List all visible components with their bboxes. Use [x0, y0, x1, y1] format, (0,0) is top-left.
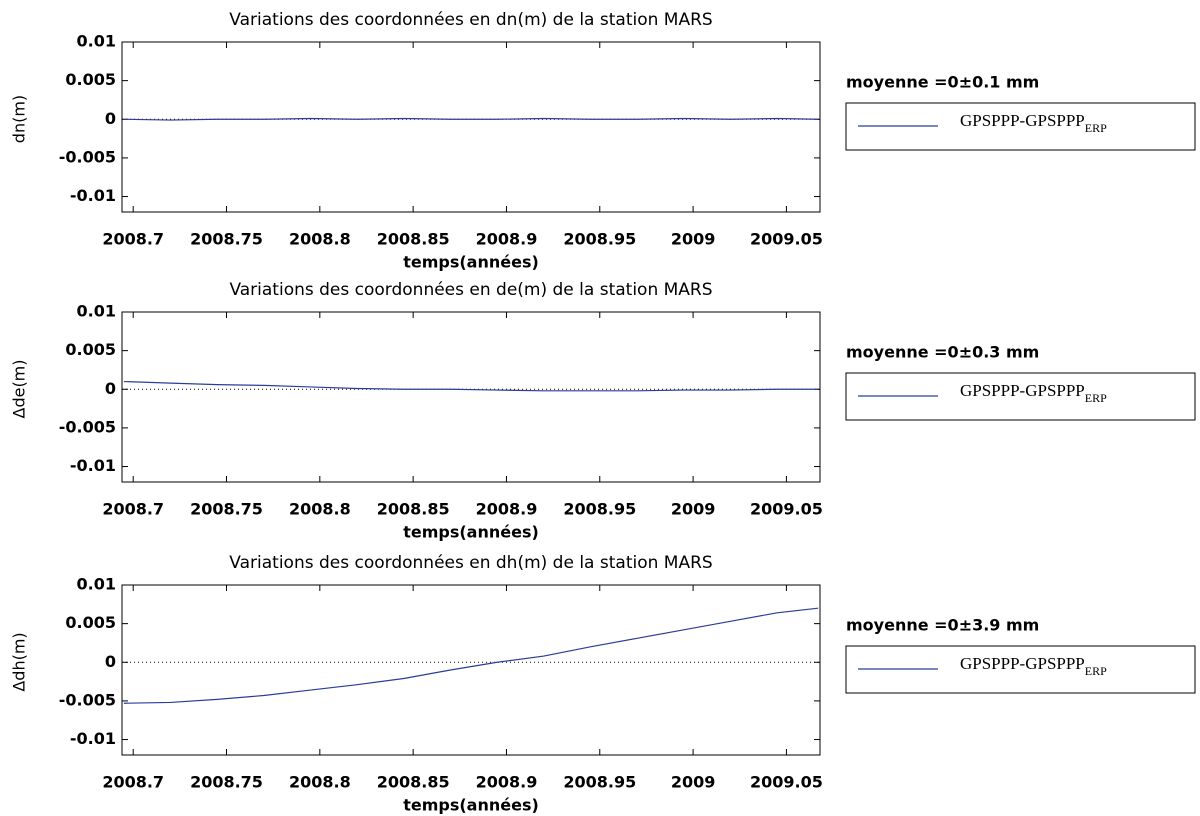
x-tick-label: 2008.85 [377, 773, 450, 792]
chart-title: Variations des coordonnées en dn(m) de l… [229, 10, 712, 30]
x-axis-label: temps(années) [403, 523, 539, 542]
legend-name: GPSPPP-GPSPPP [960, 654, 1085, 673]
x-axis-label: temps(années) [403, 796, 539, 815]
x-tick-label: 2009 [671, 230, 716, 249]
x-tick-label: 2008.95 [563, 500, 636, 519]
y-axis-label: dn(m) [10, 95, 29, 143]
x-tick-label: 2009 [671, 773, 716, 792]
legend-name: GPSPPP-GPSPPP [960, 381, 1085, 400]
x-tick-label: 2008.9 [476, 230, 538, 249]
chart-title: Variations des coordonnées en dh(m) de l… [229, 553, 712, 573]
x-tick-label: 2008.8 [289, 773, 351, 792]
x-tick-label: 2009.05 [750, 500, 823, 519]
legend-subscript: ERP [1085, 121, 1107, 135]
y-tick-label: -0.005 [59, 417, 116, 436]
x-tick-label: 2008.95 [563, 230, 636, 249]
x-tick-label: 2008.8 [289, 500, 351, 519]
y-tick-label: 0.01 [77, 32, 116, 51]
legend-label: GPSPPP-GPSPPPERP [960, 381, 1107, 405]
y-tick-label: -0.005 [59, 147, 116, 166]
data-line [123, 380, 819, 392]
y-tick-label: -0.01 [70, 186, 116, 205]
y-tick-label: 0.01 [77, 575, 116, 594]
y-tick-label: 0 [105, 109, 116, 128]
plot-area [121, 311, 821, 483]
x-tick-label: 2008.75 [190, 773, 263, 792]
y-tick-label: 0 [105, 652, 116, 671]
x-tick-label: 2008.85 [377, 230, 450, 249]
y-tick-label: 0.01 [77, 302, 116, 321]
y-axis-label: Δdh(m) [10, 632, 29, 691]
x-tick-label: 2008.7 [102, 773, 164, 792]
legend-label: GPSPPP-GPSPPPERP [960, 111, 1107, 135]
y-tick-label: -0.01 [70, 729, 116, 748]
legend-name: GPSPPP-GPSPPP [960, 111, 1085, 130]
annotation: moyenne =0±3.9 mm [846, 616, 1039, 635]
x-axis-label: temps(années) [403, 253, 539, 272]
x-tick-label: 2008.8 [289, 230, 351, 249]
chart-title: Variations des coordonnées en de(m) de l… [229, 280, 712, 300]
x-tick-label: 2008.9 [476, 773, 538, 792]
y-tick-label: 0.005 [65, 340, 116, 359]
y-tick-label: 0.005 [65, 70, 116, 89]
x-tick-label: 2009.05 [750, 230, 823, 249]
plot-area [121, 41, 821, 213]
y-tick-label: -0.01 [70, 456, 116, 475]
y-axis-label: Δde(m) [10, 359, 29, 418]
annotation: moyenne =0±0.1 mm [846, 73, 1039, 92]
legend-subscript: ERP [1085, 391, 1107, 405]
x-tick-label: 2008.75 [190, 500, 263, 519]
legend-label: GPSPPP-GPSPPPERP [960, 654, 1107, 678]
y-tick-label: 0.005 [65, 613, 116, 632]
x-tick-label: 2008.85 [377, 500, 450, 519]
x-tick-label: 2008.75 [190, 230, 263, 249]
x-tick-label: 2008.7 [102, 500, 164, 519]
x-tick-label: 2008.95 [563, 773, 636, 792]
x-tick-label: 2009 [671, 500, 716, 519]
y-tick-label: 0 [105, 379, 116, 398]
legend-subscript: ERP [1085, 664, 1107, 678]
data-line [123, 607, 819, 704]
plot-area [121, 584, 821, 756]
annotation: moyenne =0±0.3 mm [846, 343, 1039, 362]
x-tick-label: 2009.05 [750, 773, 823, 792]
y-tick-label: -0.005 [59, 690, 116, 709]
x-tick-label: 2008.9 [476, 500, 538, 519]
data-line [123, 117, 819, 121]
x-tick-label: 2008.7 [102, 230, 164, 249]
